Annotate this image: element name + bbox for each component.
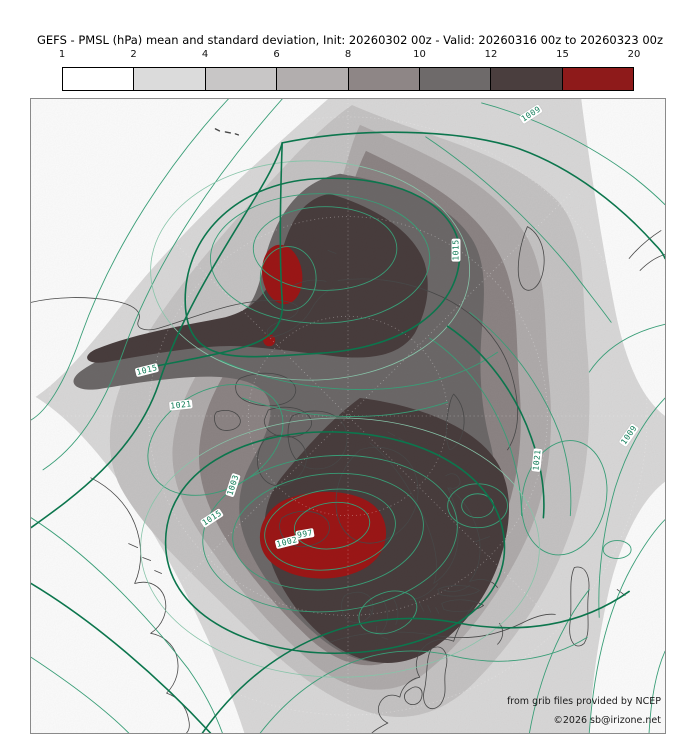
page-title: GEFS - PMSL (hPa) mean and standard devi… [37,33,663,47]
colorbar-swatch-3 [276,68,348,90]
colorbar-tick: 4 [201,49,209,60]
colorbar-ticks: 1 2 4 6 8 10 12 15 20 [58,49,641,63]
colorbar-swatch-4 [347,68,419,90]
texture-overlay [31,99,665,733]
colorbar-tick: 10 [413,49,426,60]
colorbar-swatch-6 [490,68,562,90]
colorbar-swatch-7 [561,68,633,90]
colorbar-tick: 15 [556,49,569,60]
colorbar [62,67,634,91]
colorbar-swatch-5 [418,68,491,90]
colorbar-tick: 1 [58,49,66,60]
colorbar-swatch-2 [204,68,277,90]
colorbar-swatch-1 [133,68,205,90]
weather-map: 1009 1015 1015 1021 1003 1015 997 1002 1021 1009 … [30,98,666,734]
credits-copyright: ©2026 sb@irizone.net [553,715,661,726]
colorbar-swatch-0 [63,68,134,90]
contour-label: 1015 [451,238,461,262]
credits: from grib files provided by NCEP ©2026 s… [507,692,661,730]
colorbar-tick: 6 [273,49,280,60]
credits-source: from grib files provided by NCEP [506,696,661,707]
colorbar-tick: 2 [130,49,137,60]
map-canvas [31,99,665,733]
colorbar-tick: 8 [344,49,352,60]
colorbar-tick: 20 [627,49,641,60]
colorbar-tick: 12 [484,49,498,60]
